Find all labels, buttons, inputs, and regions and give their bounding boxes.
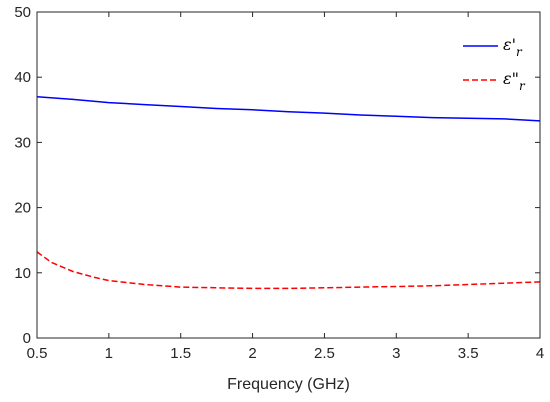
x-tick-label: 4 xyxy=(536,345,544,362)
x-axis-title: Frequency (GHz) xyxy=(227,376,350,393)
series-line-eps-real xyxy=(36,96,541,122)
legend-label: ε'r xyxy=(503,35,523,59)
y-tick-label: 10 xyxy=(14,265,31,282)
y-tick-label: 30 xyxy=(14,134,31,151)
x-tick-label: 0.5 xyxy=(27,345,48,362)
y-tick-label: 40 xyxy=(14,69,31,86)
y-tick-label: 50 xyxy=(14,4,31,21)
x-tick-label: 1.5 xyxy=(170,345,191,362)
plot-area xyxy=(37,12,540,338)
x-tick-label: 3.5 xyxy=(458,345,479,362)
x-tick-label: 2.5 xyxy=(314,345,335,362)
x-tick-label: 1 xyxy=(105,345,113,362)
x-tick-label: 3 xyxy=(392,345,400,362)
x-tick-label: 2 xyxy=(248,345,256,362)
series-line-eps-imag xyxy=(36,251,541,290)
y-tick-label: 20 xyxy=(14,200,31,217)
plot-frame xyxy=(36,11,541,339)
legend: ε'r ε"r xyxy=(463,35,526,93)
legend-label: ε"r xyxy=(503,69,526,93)
y-tick-label: 0 xyxy=(23,330,31,347)
